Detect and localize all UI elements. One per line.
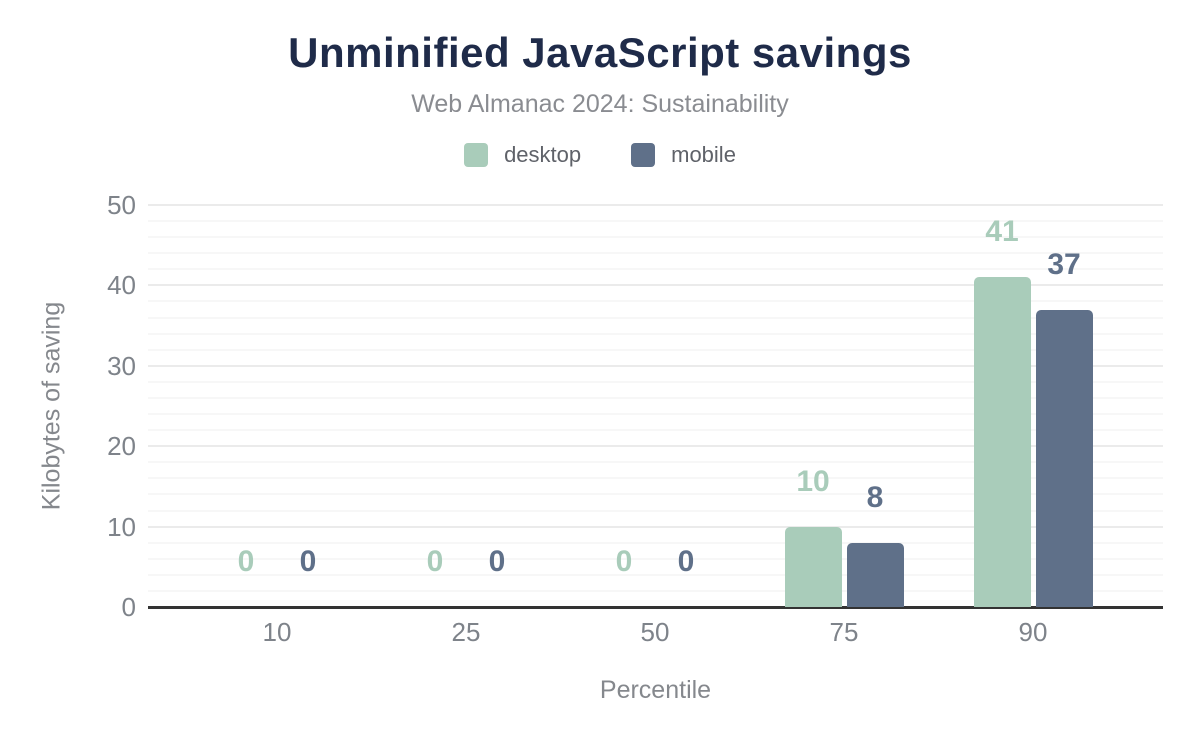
- gridline-minor: [148, 461, 1163, 464]
- legend-label-mobile: mobile: [671, 142, 736, 167]
- value-label-desktop-p50: 0: [615, 545, 633, 578]
- desktop-swatch-icon: [464, 143, 489, 167]
- gridline-minor: [148, 429, 1163, 432]
- gridline-minor: [148, 509, 1163, 512]
- gridline-major: [148, 364, 1163, 367]
- y-tick-label: 40: [107, 270, 136, 301]
- bar-desktop-p90[interactable]: [973, 277, 1031, 607]
- legend-item-desktop: desktop: [464, 143, 581, 167]
- x-tick-label: 10: [262, 617, 292, 647]
- x-axis-line: [148, 606, 1163, 609]
- value-label-desktop-p25: 0: [426, 545, 444, 578]
- value-label-desktop-p90: 41: [985, 215, 1019, 249]
- plot-area: 0 0 0 10 41 0 0 0 8 37: [148, 204, 1163, 609]
- y-tick-label: 50: [107, 190, 136, 220]
- gridline-minor: [148, 557, 1163, 560]
- gridline-minor: [148, 332, 1163, 335]
- value-label-mobile-p50: 0: [677, 545, 695, 578]
- mobile-swatch-icon: [631, 143, 656, 167]
- gridline-minor: [148, 396, 1163, 399]
- x-tick-label: 90: [1018, 617, 1048, 647]
- x-tick-label: 75: [829, 617, 859, 647]
- x-tick-label: 25: [451, 617, 481, 647]
- y-tick-label: 0: [121, 592, 136, 622]
- gridline-minor: [148, 348, 1163, 351]
- gridline-minor: [148, 589, 1163, 592]
- gridline-major: [148, 445, 1163, 448]
- value-label-mobile-p75: 8: [866, 480, 884, 514]
- gridline-minor: [148, 493, 1163, 496]
- y-tick-label: 10: [107, 511, 136, 542]
- value-label-mobile-p10: 0: [299, 545, 317, 578]
- gridline-minor: [148, 252, 1163, 255]
- gridline-major: [148, 525, 1163, 528]
- gridline-minor: [148, 268, 1163, 271]
- value-label-desktop-p10: 0: [237, 545, 255, 578]
- gridline-minor: [148, 236, 1163, 239]
- value-label-mobile-p25: 0: [488, 545, 506, 578]
- gridline-minor: [148, 380, 1163, 383]
- gridline-major: [148, 284, 1163, 287]
- gridline-minor: [148, 300, 1163, 303]
- y-axis-title: Kilobytes of saving: [37, 301, 66, 511]
- bar-mobile-p90[interactable]: [1035, 309, 1093, 607]
- x-tick-label: 50: [640, 617, 670, 647]
- chart-subtitle: Web Almanac 2024: Sustainability: [411, 90, 789, 118]
- gridline-minor: [148, 316, 1163, 319]
- value-label-desktop-p75: 10: [796, 464, 830, 498]
- chart-title: Unminified JavaScript savings: [288, 29, 912, 76]
- gridline-minor: [148, 220, 1163, 223]
- gridline-minor: [148, 413, 1163, 416]
- gridline-minor: [148, 541, 1163, 544]
- bar-mobile-p75[interactable]: [846, 542, 904, 607]
- gridline-minor: [148, 573, 1163, 576]
- gridline-minor: [148, 477, 1163, 480]
- x-axis-title: Percentile: [599, 676, 712, 704]
- legend-label-desktop: desktop: [504, 142, 582, 167]
- y-tick-label: 20: [107, 431, 136, 462]
- bar-desktop-p75[interactable]: [784, 526, 842, 607]
- gridline-major: [148, 204, 1163, 206]
- y-axis-ticks: 0 10 20 30 40 50: [0, 191, 136, 621]
- legend-item-mobile: mobile: [631, 143, 736, 167]
- legend: desktop mobile: [0, 141, 1200, 169]
- value-label-mobile-p90: 37: [1047, 247, 1081, 281]
- y-tick-label: 30: [107, 350, 136, 381]
